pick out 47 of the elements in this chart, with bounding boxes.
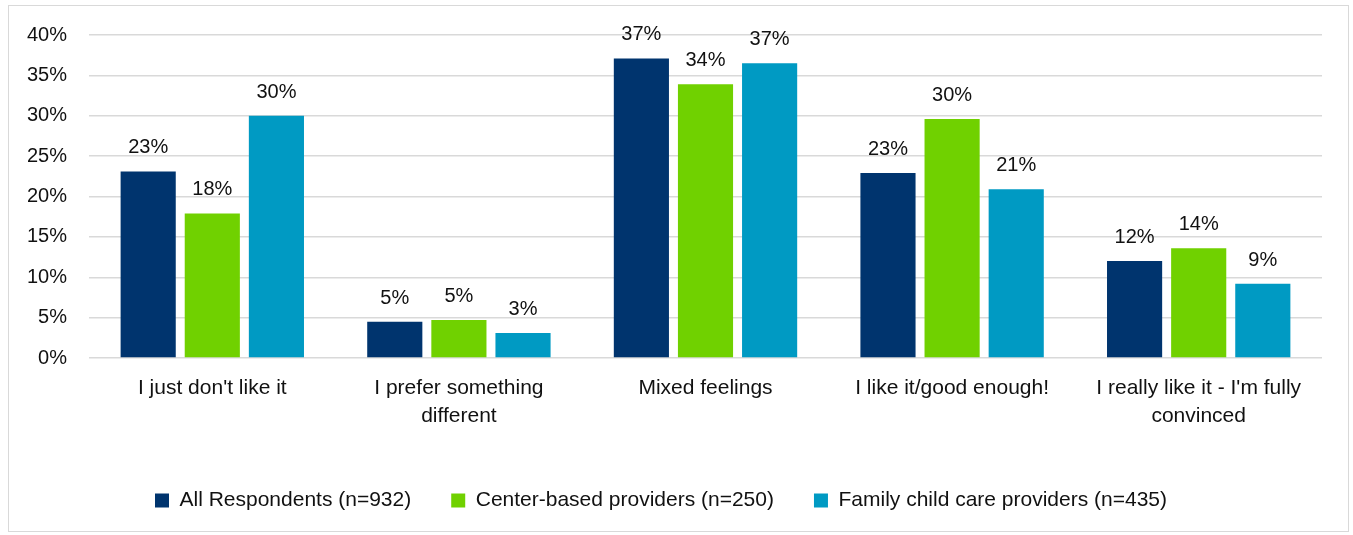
data-label: 18% bbox=[192, 177, 233, 200]
data-label: 9% bbox=[1248, 247, 1278, 270]
y-tick-label: 40% bbox=[26, 22, 68, 45]
data-label: 37% bbox=[621, 22, 662, 45]
y-tick-label: 20% bbox=[26, 184, 68, 207]
bar bbox=[860, 173, 916, 358]
y-tick-label: 0% bbox=[38, 345, 68, 368]
y-tick-label: 5% bbox=[38, 305, 68, 328]
bar bbox=[1171, 248, 1227, 358]
bar bbox=[184, 213, 240, 358]
x-tick-label: I just don't like it bbox=[137, 374, 287, 398]
bar bbox=[1235, 283, 1291, 358]
data-label: 30% bbox=[256, 79, 297, 102]
data-label: 3% bbox=[508, 296, 538, 319]
bar bbox=[367, 321, 423, 358]
y-tick-label: 30% bbox=[26, 103, 68, 126]
legend-label: Family child care providers (n=435) bbox=[838, 487, 1168, 511]
data-label: 34% bbox=[685, 48, 726, 71]
x-tick-label: I like it/good enough! bbox=[855, 374, 1050, 398]
x-tick-label: Mixed feelings bbox=[638, 374, 773, 398]
data-label: 12% bbox=[1114, 225, 1155, 248]
data-label: 5% bbox=[380, 285, 410, 308]
bar bbox=[1107, 261, 1163, 358]
bar bbox=[924, 118, 980, 358]
bar bbox=[988, 189, 1044, 358]
bar bbox=[431, 320, 487, 358]
bar bbox=[613, 58, 669, 358]
data-label: 5% bbox=[444, 284, 474, 307]
data-label: 30% bbox=[932, 82, 973, 105]
data-label: 14% bbox=[1178, 212, 1219, 235]
bar bbox=[248, 115, 304, 358]
bar bbox=[677, 84, 734, 358]
y-tick-label: 15% bbox=[26, 224, 68, 247]
x-tick-label: I really like it - I'm fully convinced bbox=[1096, 374, 1302, 427]
bar bbox=[495, 332, 551, 358]
legend-label: All Respondents (n=932) bbox=[179, 487, 412, 511]
data-label: 23% bbox=[867, 137, 909, 160]
bar bbox=[120, 171, 176, 358]
legend-label: Center-based providers (n=250) bbox=[475, 487, 774, 511]
bar bbox=[742, 63, 798, 358]
y-tick-label: 10% bbox=[26, 264, 68, 287]
data-label: 23% bbox=[128, 135, 169, 158]
data-label: 37% bbox=[749, 27, 790, 50]
y-tick-label: 25% bbox=[26, 143, 68, 166]
x-tick-label: I prefer something different bbox=[374, 374, 544, 427]
data-label: 21% bbox=[996, 153, 1037, 176]
y-tick-label: 35% bbox=[26, 62, 68, 85]
